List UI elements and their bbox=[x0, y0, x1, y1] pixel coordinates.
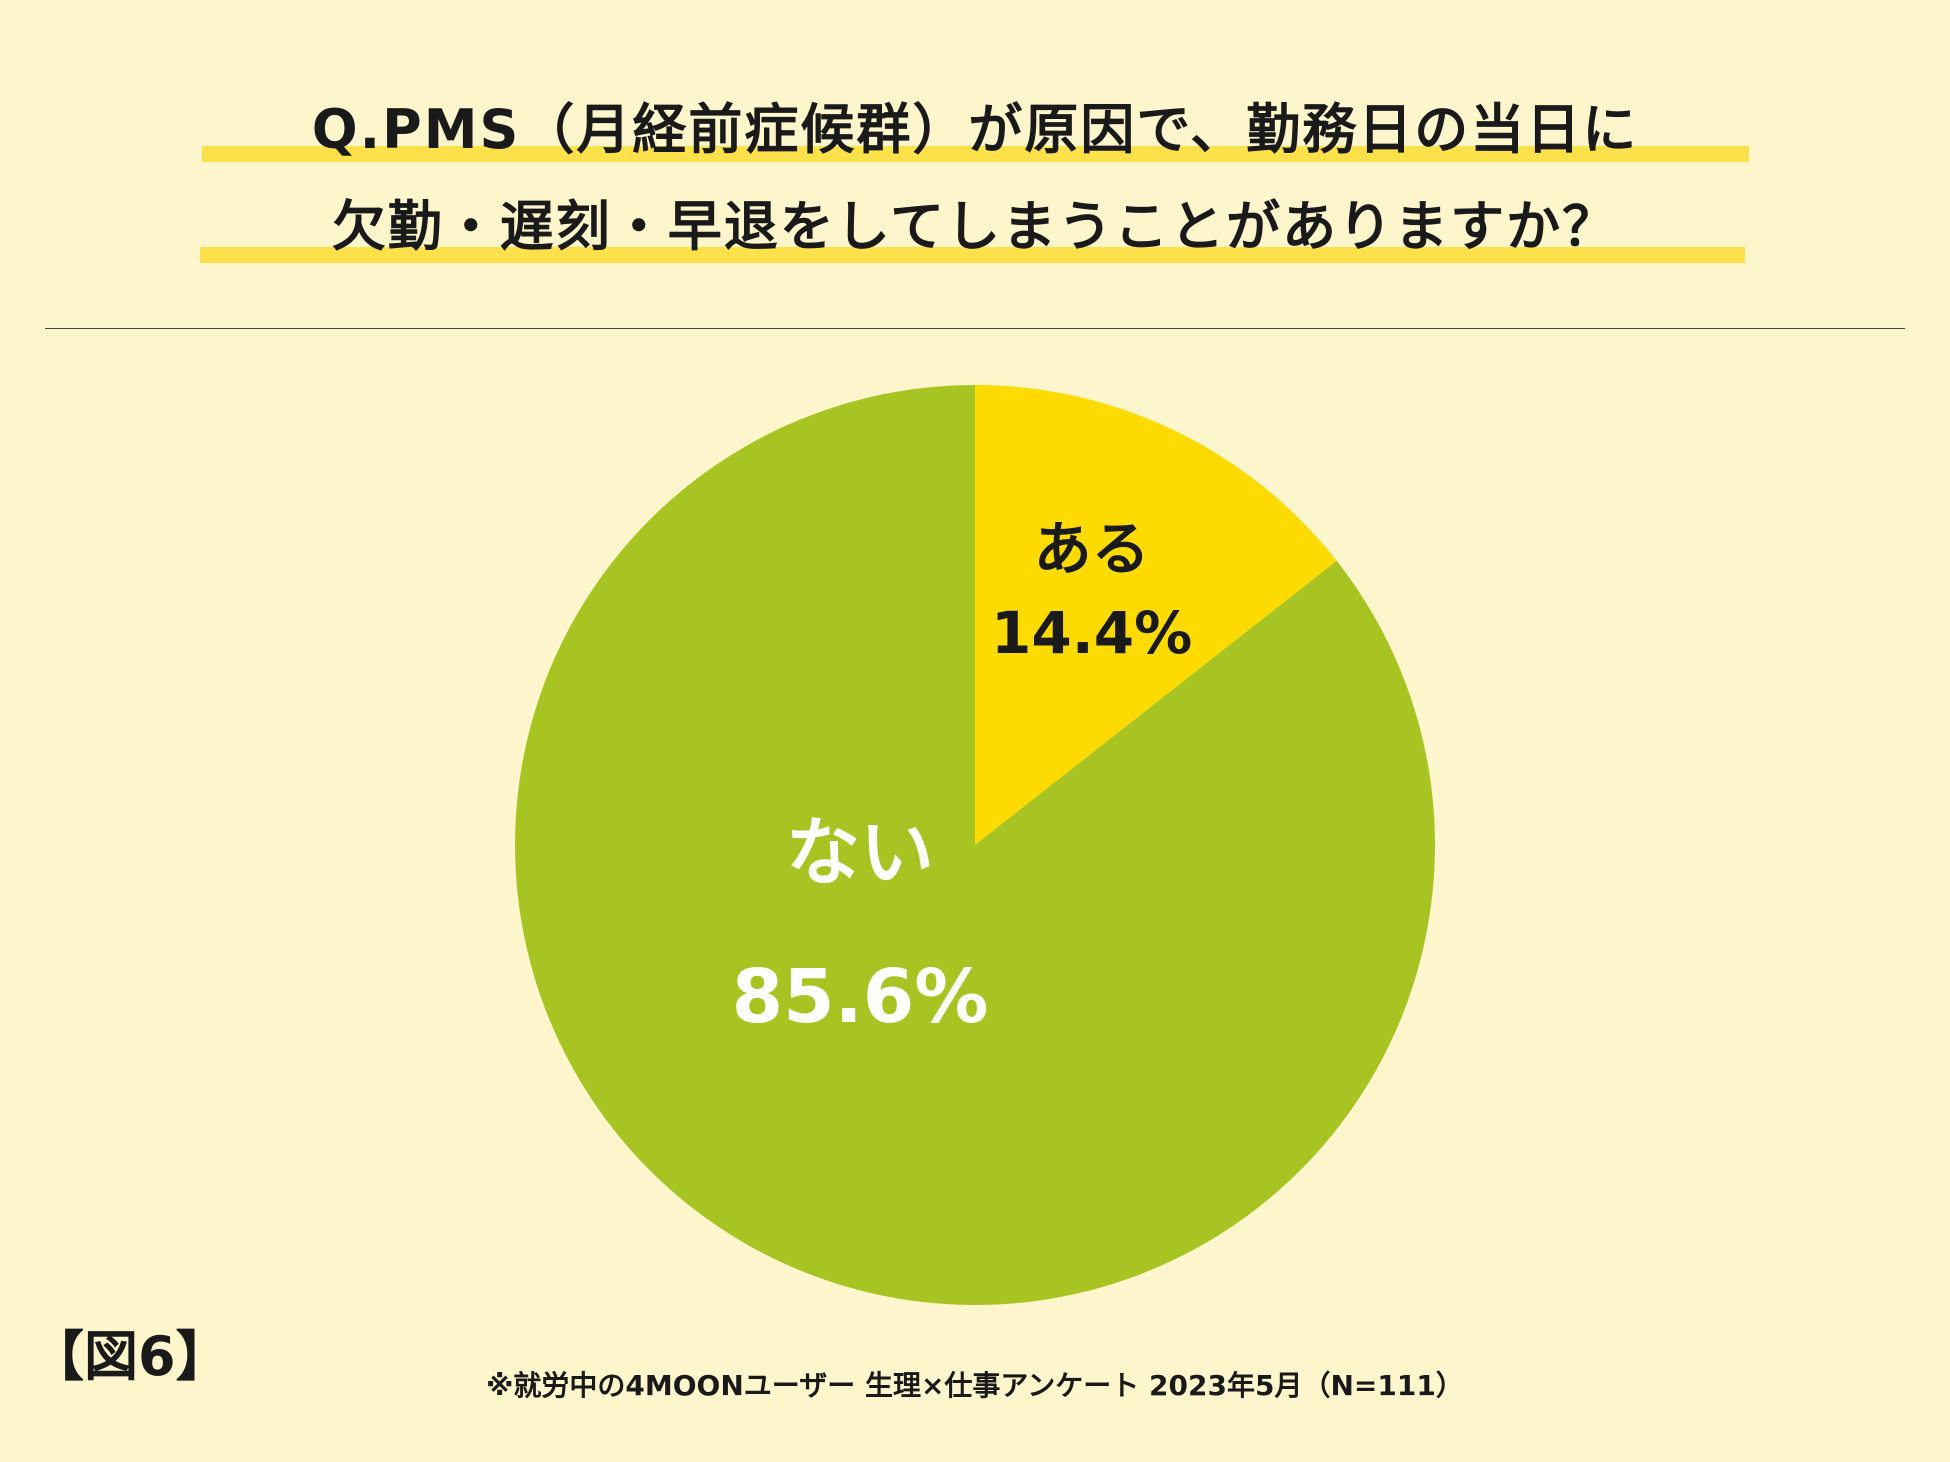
figure-label: 【図6】 bbox=[30, 1325, 230, 1388]
slice-value-label-0: 14.4% bbox=[991, 599, 1192, 667]
divider bbox=[45, 328, 1905, 329]
chart-title-line-1: Q.PMS（月経前症候群）が原因で、勤務日の当日に bbox=[311, 98, 1639, 161]
pie-slice-0 bbox=[975, 385, 1337, 845]
chart-title-line-2: 欠勤・遅刻・早退をしてしまうことがありますか？ bbox=[331, 195, 1619, 258]
pie-slice-1 bbox=[514, 385, 1435, 1305]
slice-label-1: ない bbox=[786, 810, 934, 896]
slice-label-0: ある bbox=[1034, 515, 1150, 583]
title-highlight-2 bbox=[200, 247, 1745, 263]
slice-value-label-1: 85.6% bbox=[732, 954, 989, 1040]
title-highlight-1 bbox=[202, 146, 1749, 162]
source-note: ※就労中の4MOONユーザー 生理×仕事アンケート 2023年5月（N=111） bbox=[486, 1369, 1464, 1402]
